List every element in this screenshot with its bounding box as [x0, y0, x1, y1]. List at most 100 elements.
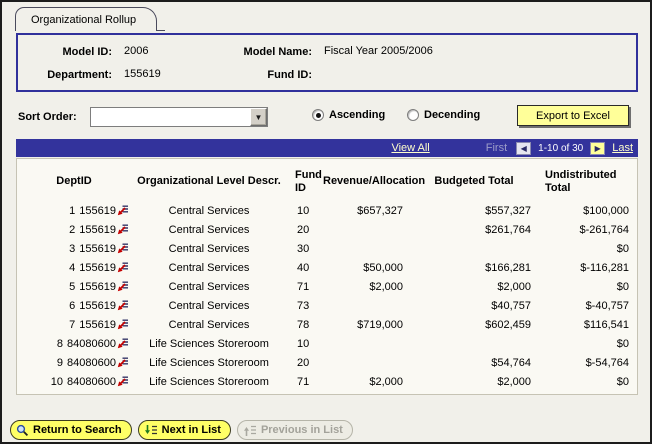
revenue-cell: $50,000: [363, 261, 403, 274]
tab-organizational-rollup[interactable]: Organizational Rollup: [15, 7, 166, 31]
dept-id: 155619: [79, 224, 116, 236]
row-number: 7: [69, 319, 76, 331]
transfer-icon[interactable]: [117, 356, 129, 368]
last-link[interactable]: Last: [612, 142, 633, 154]
transfer-icon[interactable]: [117, 299, 129, 311]
descending-label: Decending: [424, 109, 481, 121]
deptid-cell: 6 155619: [19, 299, 129, 312]
budgeted-cell: $2,000: [497, 375, 531, 388]
row-number: 8: [56, 338, 64, 350]
column-header-revenue: Revenue/Allocation: [323, 175, 426, 188]
fund-id-cell: 71: [297, 375, 310, 388]
table-row: 4 155619 Central Services 40 $50,000 $166…: [19, 258, 637, 277]
undistributed-cell: $-40,757: [585, 299, 629, 312]
org-level-cell: Central Services: [168, 223, 250, 236]
org-level-cell: Central Services: [168, 204, 250, 217]
row-number: 9: [56, 357, 64, 369]
first-link: First: [485, 142, 508, 154]
table-body: 1 155619 Central Services 10 $657,327 $55…: [19, 201, 637, 391]
budgeted-cell: $557,327: [485, 204, 531, 217]
table-row: 6 155619 Central Services 73 $40,757 $-40…: [19, 296, 637, 315]
row-number: 2: [69, 224, 76, 236]
org-level-cell: Life Sciences Storeroom: [149, 375, 269, 388]
next-in-list-button[interactable]: Next in List: [137, 420, 231, 440]
undistributed-cell: $116,541: [583, 318, 629, 331]
undistributed-cell: $0: [616, 280, 629, 293]
org-level-cell: Central Services: [168, 318, 250, 331]
revenue-cell: $2,000: [369, 375, 403, 388]
dept-id: 155619: [79, 262, 116, 274]
fund-id-cell: 20: [297, 223, 310, 236]
descending-radio[interactable]: [407, 109, 419, 121]
table-row: 9 84080600 Life Sciences Storeroom 20 $54…: [19, 353, 637, 372]
org-level-cell: Central Services: [168, 261, 250, 274]
org-level-cell: Life Sciences Storeroom: [149, 337, 269, 350]
chevron-down-icon: ▼: [250, 108, 267, 126]
deptid-cell: 3 155619: [19, 242, 129, 255]
previous-page-arrow-icon: ◀: [516, 141, 532, 155]
sort-order-select[interactable]: ▼: [90, 107, 268, 127]
sort-order-label: Sort Order:: [18, 111, 77, 123]
column-header-fund-id: Fund ID: [295, 168, 322, 194]
org-level-cell: Life Sciences Storeroom: [149, 356, 269, 369]
fund-id-label: Fund ID:: [267, 69, 312, 81]
budgeted-cell: $40,757: [491, 299, 531, 312]
transfer-icon[interactable]: [117, 223, 129, 235]
transfer-icon[interactable]: [117, 204, 129, 216]
deptid-cell: 7 155619: [19, 318, 129, 331]
deptid-cell: 1 155619: [19, 204, 129, 217]
row-number: 6: [69, 300, 76, 312]
transfer-icon[interactable]: [117, 375, 129, 387]
budgeted-cell: $2,000: [497, 280, 531, 293]
return-to-search-button[interactable]: Return to Search: [10, 420, 132, 440]
row-number: 3: [69, 243, 76, 255]
undistributed-cell: $0: [616, 242, 629, 255]
dept-id: 84080600: [67, 357, 116, 369]
next-page-arrow-icon[interactable]: ▶: [590, 141, 606, 155]
row-range-indicator: 1-10 of 30: [538, 142, 584, 154]
deptid-cell: 9 84080600: [19, 356, 129, 369]
table-row: 8 84080600 Life Sciences Storeroom 10 $0: [19, 334, 637, 353]
row-number: 4: [69, 262, 76, 274]
transfer-icon[interactable]: [117, 318, 129, 330]
deptid-cell: 5 155619: [19, 280, 129, 293]
action-button-bar: Return to Search Next in List Previous i…: [10, 420, 353, 440]
transfer-icon[interactable]: [117, 261, 129, 273]
column-header-deptid: DeptID: [56, 175, 92, 188]
table-row: 1 155619 Central Services 10 $657,327 $55…: [19, 201, 637, 220]
table-row: 7 155619 Central Services 78 $719,000 $60…: [19, 315, 637, 334]
budgeted-cell: $54,764: [491, 356, 531, 369]
row-number: 5: [69, 281, 76, 293]
table-row: 2 155619 Central Services 20 $261,764 $-2…: [19, 220, 637, 239]
view-all-link[interactable]: View All: [391, 142, 430, 154]
undistributed-cell: $0: [616, 375, 629, 388]
results-table: DeptID Organizational Level Descr. Fund …: [16, 158, 638, 395]
fund-id-cell: 71: [297, 280, 310, 293]
dept-id: 155619: [79, 243, 116, 255]
search-icon: [16, 424, 29, 436]
transfer-icon[interactable]: [117, 280, 129, 292]
undistributed-cell: $0: [616, 337, 629, 350]
transfer-icon[interactable]: [117, 242, 129, 254]
fund-id-cell: 10: [297, 204, 310, 217]
fund-id-cell: 30: [297, 242, 310, 255]
table-row: 10 84080600 Life Sciences Storeroom 71 $2…: [19, 372, 637, 391]
dept-id: 84080600: [67, 376, 116, 388]
previous-in-list-icon: [243, 425, 256, 436]
export-to-excel-button[interactable]: Export to Excel: [517, 105, 629, 126]
department-value: 155619: [124, 68, 161, 80]
table-header-row: DeptID Organizational Level Descr. Fund …: [19, 162, 637, 201]
undistributed-cell: $-116,281: [580, 261, 629, 274]
fund-id-cell: 20: [297, 356, 310, 369]
deptid-cell: 8 84080600: [19, 337, 129, 350]
model-name-label: Model Name:: [243, 46, 312, 58]
deptid-cell: 10 84080600: [19, 375, 129, 388]
budgeted-cell: $602,459: [485, 318, 531, 331]
deptid-cell: 2 155619: [19, 223, 129, 236]
next-in-list-icon: [144, 424, 157, 434]
org-level-cell: Central Services: [168, 280, 250, 293]
transfer-icon[interactable]: [117, 337, 129, 349]
model-header-box: Model ID: 2006 Model Name: Fiscal Year 2…: [16, 33, 638, 92]
ascending-radio[interactable]: [312, 109, 324, 121]
fund-id-cell: 73: [297, 299, 310, 312]
